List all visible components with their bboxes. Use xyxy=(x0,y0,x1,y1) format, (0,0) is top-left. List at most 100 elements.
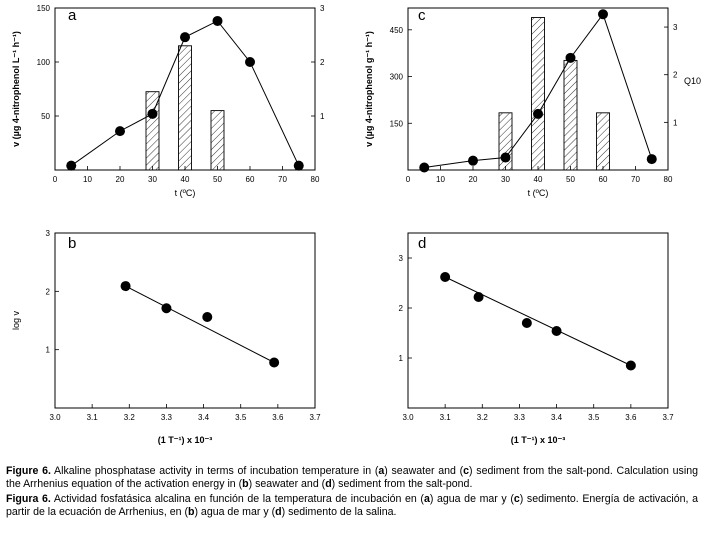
y2-axis-title: Q10 xyxy=(684,76,701,86)
x-axis-title: t (ºC) xyxy=(175,188,196,198)
y-tick-label: 150 xyxy=(37,4,51,13)
data-point xyxy=(120,281,131,292)
caption-es-run: a xyxy=(423,492,430,505)
y-tick-label: 2 xyxy=(399,304,404,313)
caption-es-run: b xyxy=(187,506,195,519)
q10-bar xyxy=(178,45,192,171)
data-point xyxy=(202,312,213,322)
panel-letter: b xyxy=(68,235,76,252)
plot-frame xyxy=(54,232,316,409)
q10-bar xyxy=(531,17,545,171)
data-point xyxy=(533,108,543,119)
data-point xyxy=(468,155,478,166)
x-tick-label: 3.5 xyxy=(235,413,247,422)
x-tick-label: 70 xyxy=(278,175,287,184)
x-tick-label: 80 xyxy=(311,175,320,184)
data-point xyxy=(293,160,304,171)
x-tick-label: 60 xyxy=(599,175,608,184)
x-tick-label: 3.3 xyxy=(161,413,173,422)
y-tick-label: 3 xyxy=(46,229,51,238)
x-tick-label: 70 xyxy=(631,175,640,184)
data-point xyxy=(625,360,636,371)
x-tick-label: 3.7 xyxy=(309,413,321,422)
x-tick-label: 10 xyxy=(436,175,445,184)
data-point xyxy=(598,9,608,20)
panel-letter: d xyxy=(418,235,426,252)
x-tick-label: 50 xyxy=(566,175,575,184)
x-axis-title: t (ºC) xyxy=(528,188,549,198)
panel-d: 3.0 3.1 3.2 3.3 3.4 3.5 3.6 3.7 1 2 3 d (1 T⁻¹) x 10… xyxy=(399,232,674,445)
y-tick-label: 300 xyxy=(390,73,404,82)
panel-letter: c xyxy=(418,7,426,24)
y2-tick-label: 3 xyxy=(320,4,325,13)
x-tick-label: 3.5 xyxy=(588,413,600,422)
data-point xyxy=(245,57,255,67)
y-axis-title: log v xyxy=(11,310,21,330)
x-tick-label: 3.0 xyxy=(49,413,61,422)
y2-tick-label: 1 xyxy=(673,118,678,127)
data-point xyxy=(269,357,280,368)
panel-b: 3.0 3.1 3.2 3.3 3.4 3.5 3.6 3.7 1 2 3 b (1 T⁻¹) x 10… xyxy=(11,229,321,445)
data-point xyxy=(419,162,430,173)
y2-tick-label: 2 xyxy=(673,71,678,80)
x-tick-label: 3.7 xyxy=(662,413,674,422)
caption-en-run: ) sediment from the salt-pond. Calculati… xyxy=(6,465,698,491)
caption-en-run: ) sediment from the salt-pond. xyxy=(331,478,473,491)
caption-en-run: b xyxy=(242,478,249,491)
x-tick-label: 80 xyxy=(664,175,673,184)
x-tick-label: 50 xyxy=(213,175,222,184)
x-tick-label: 3.6 xyxy=(625,413,637,422)
figure-caption: Figure 6. Alkaline phosphatase activity … xyxy=(6,465,698,521)
x-tick-label: 40 xyxy=(534,175,543,184)
caption-en-run: Alkaline phosphatase activity in terms o… xyxy=(50,465,379,477)
caption-en-run: c xyxy=(463,465,470,477)
x-tick-label: 3.2 xyxy=(477,413,489,422)
data-point xyxy=(115,126,125,137)
data-point xyxy=(565,52,576,63)
panel-c: 0 10 20 30 40 50 60 70 80 150 300 450 1 2 3 c t (ºC) v (µ… xyxy=(364,7,701,198)
y-axis-title: v (µg 4-nitrophenol L⁻¹ h⁻¹) xyxy=(11,31,21,147)
data-point xyxy=(212,15,223,26)
x-tick-label: 3.1 xyxy=(440,413,452,422)
x-tick-label: 30 xyxy=(148,175,157,184)
x-tick-label: 10 xyxy=(83,175,92,184)
fit-line xyxy=(125,285,275,363)
caption-en-run: ) seawater and ( xyxy=(248,478,326,491)
x-tick-label: 20 xyxy=(116,175,125,184)
x-tick-label: 3.0 xyxy=(402,413,414,422)
q10-bar xyxy=(563,59,578,171)
data-point xyxy=(473,292,484,302)
x-tick-label: 3.3 xyxy=(514,413,526,422)
y2-tick-label: 3 xyxy=(673,23,678,32)
data-point xyxy=(147,108,158,119)
x-tick-label: 40 xyxy=(181,175,190,184)
y-tick-label: 450 xyxy=(390,26,404,35)
caption-es-run: Actividad fosfatásica alcalina en funció… xyxy=(50,492,424,505)
caption-en-run: ) seawater and ( xyxy=(384,465,464,477)
y-tick-label: 1 xyxy=(399,354,404,363)
x-tick-label: 3.4 xyxy=(551,413,563,422)
caption-es-run: ) agua de mar y ( xyxy=(429,492,514,505)
x-tick-label: 0 xyxy=(406,175,411,184)
caption-es-run: ) sedimento de la salina. xyxy=(281,506,397,519)
x-tick-label: 3.2 xyxy=(124,413,136,422)
y-tick-label: 150 xyxy=(390,119,404,128)
x-tick-label: 30 xyxy=(501,175,510,184)
caption-spanish: Figura 6. Actividad fosfatásica alcalina… xyxy=(6,493,698,520)
plot-frame xyxy=(407,232,669,409)
fit-line xyxy=(444,276,632,366)
x-axis-title: (1 T⁻¹) x 10⁻³ xyxy=(511,435,566,445)
x-tick-label: 20 xyxy=(469,175,478,184)
y2-tick-label: 1 xyxy=(320,112,325,121)
x-axis-title: (1 T⁻¹) x 10⁻³ xyxy=(158,435,213,445)
data-point xyxy=(440,272,451,282)
x-tick-label: 3.1 xyxy=(87,413,99,422)
y-tick-label: 1 xyxy=(46,346,51,355)
data-point xyxy=(180,32,190,43)
q10-bar xyxy=(596,112,610,171)
data-point xyxy=(551,326,562,336)
y2-tick-label: 2 xyxy=(320,58,325,67)
data-point xyxy=(161,303,172,314)
caption-en-run: d xyxy=(325,478,332,491)
